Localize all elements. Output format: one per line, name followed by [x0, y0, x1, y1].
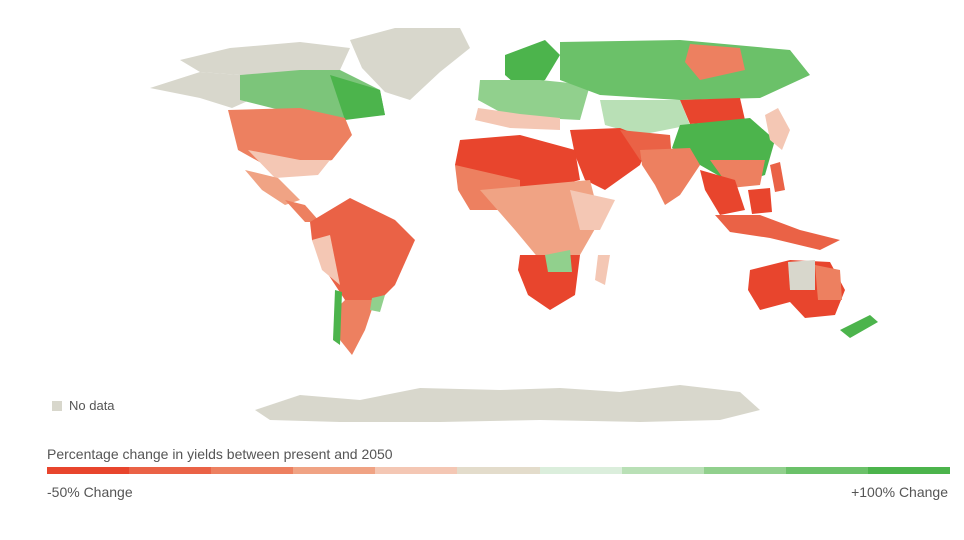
usa-south: [248, 150, 330, 178]
greenland: [350, 28, 470, 100]
uruguay: [370, 295, 385, 312]
alaska-canada-west: [150, 72, 250, 108]
siberia-east: [685, 44, 745, 80]
new-zealand: [840, 315, 878, 338]
chile: [333, 290, 342, 345]
scale-segment: [211, 467, 294, 474]
scale-segment: [539, 467, 622, 474]
color-scale-bar: [47, 467, 951, 474]
legend-title: Percentage change in yields between pres…: [47, 446, 393, 462]
australia-center: [788, 260, 815, 290]
scale-segment: [457, 467, 540, 474]
arctic-canada: [180, 42, 350, 75]
scale-segment: [375, 467, 458, 474]
scale-segment: [703, 467, 786, 474]
mongolia: [680, 98, 745, 124]
africa-green-patch: [545, 250, 572, 272]
world-map: [150, 28, 878, 422]
madagascar: [595, 255, 610, 285]
mexico: [245, 170, 300, 205]
south-america-south: [335, 300, 375, 355]
east-africa: [570, 190, 615, 230]
russia: [560, 40, 810, 100]
south-america-north: [310, 198, 415, 310]
scale-segment: [293, 467, 376, 474]
borneo: [748, 188, 772, 214]
no-data-swatch: [52, 400, 62, 411]
south-america-west: [312, 235, 340, 285]
scale-segment: [47, 467, 130, 474]
korea-japan: [765, 108, 790, 150]
australia-east: [815, 265, 842, 300]
no-data-legend: No data: [52, 398, 115, 413]
india: [640, 148, 700, 205]
indonesia: [715, 215, 840, 250]
scale-max-label: +100% Change: [851, 484, 948, 500]
antarctica: [255, 385, 760, 422]
scale-segment: [129, 467, 212, 474]
china-south: [710, 160, 765, 188]
scale-segment: [867, 467, 951, 474]
scandinavia: [505, 40, 560, 88]
scale-segment: [621, 467, 704, 474]
philippines: [770, 162, 785, 192]
kazakhstan: [600, 100, 690, 135]
europe-south: [475, 108, 560, 130]
europe: [478, 80, 590, 120]
central-america: [285, 200, 320, 222]
central-africa: [480, 180, 600, 260]
southeast-asia: [700, 170, 745, 215]
scale-min-label: -50% Change: [47, 484, 133, 500]
no-data-label: No data: [69, 398, 115, 413]
scale-segment: [785, 467, 868, 474]
canada-east: [330, 75, 385, 120]
